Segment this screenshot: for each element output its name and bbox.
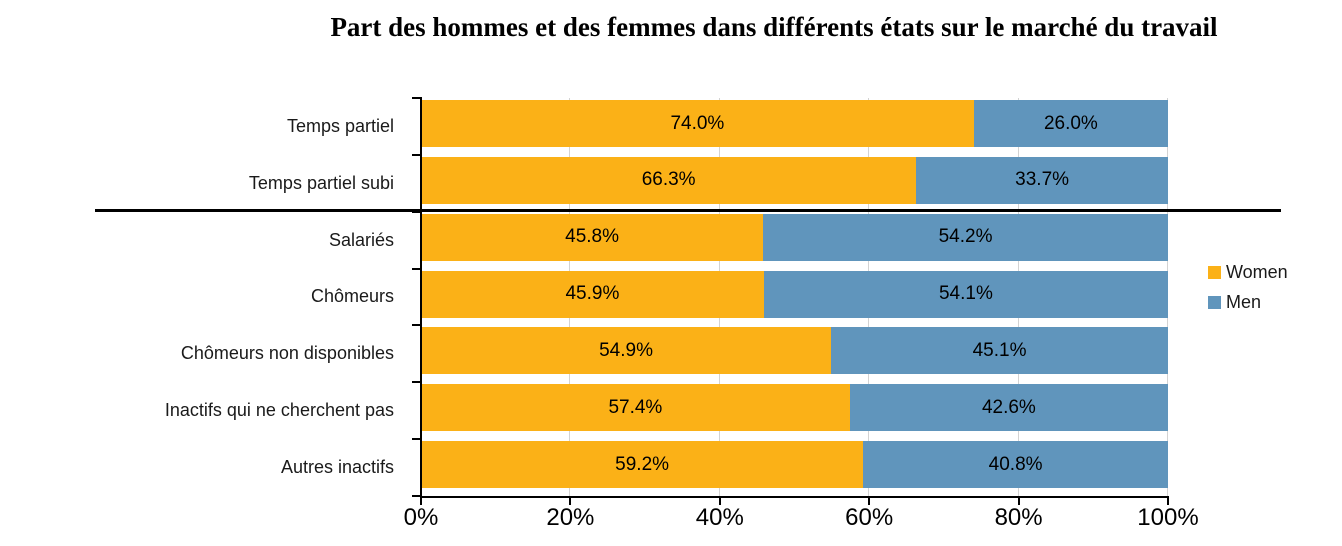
data-label: 66.3% [641, 169, 696, 191]
x-axis-tick [868, 498, 871, 505]
bar-row: 45.8% 54.2% [421, 213, 1168, 261]
bar-segment-women: 66.3% [421, 156, 917, 204]
bar-segment-women: 57.4% [421, 384, 850, 432]
bar-row: 54.9% 45.1% [421, 327, 1168, 375]
x-axis-line [420, 496, 1169, 498]
x-axis-tick-label: 0% [403, 504, 439, 531]
bar-segment-men: 42.6% [849, 384, 1168, 432]
y-axis-tick [412, 324, 421, 326]
bar-segment-women: 74.0% [421, 100, 974, 147]
x-axis-tick [718, 498, 721, 505]
y-axis-tick [412, 268, 421, 270]
category-label: Chômeurs [310, 286, 394, 307]
data-label: 45.9% [565, 283, 620, 305]
chart-title: Part des hommes et des femmes dans diffé… [330, 12, 1218, 42]
legend-item-women: Women [1208, 257, 1288, 287]
x-axis-tick-label: 40% [695, 504, 744, 531]
bar-segment-women: 59.2% [421, 441, 864, 489]
x-axis-tick [569, 498, 572, 505]
bar-segment-men: 26.0% [973, 100, 1168, 147]
y-axis-tick [412, 495, 421, 497]
bar-segment-women: 45.8% [421, 213, 764, 261]
plot-area: 74.0% 26.0% 66.3% 33.7% 45.8% 54.2% 45.9% 54.1%… [421, 98, 1168, 496]
x-axis-tick-label: 20% [546, 504, 595, 531]
category-label: Temps partiel [286, 115, 394, 136]
category-label: Temps partiel subi [248, 172, 394, 193]
y-axis-tick [412, 381, 421, 383]
category-label: Chômeurs non disponibles [180, 343, 394, 364]
data-label: 54.9% [599, 339, 653, 361]
bar-row: 57.4% 42.6% [421, 384, 1168, 432]
separator-line [95, 209, 1281, 212]
y-axis-line [420, 97, 422, 498]
bar-segment-men: 54.1% [763, 270, 1168, 318]
bar-segment-men: 40.8% [863, 441, 1168, 489]
legend-swatch-icon [1208, 295, 1221, 309]
legend-label: Men [1226, 291, 1262, 312]
y-axis-tick [412, 154, 421, 156]
data-label: 59.2% [615, 453, 670, 475]
bar-segment-men: 45.1% [831, 327, 1168, 375]
bar-row: 59.2% 40.8% [421, 441, 1168, 489]
x-axis-tick [1167, 498, 1169, 505]
category-axis-labels: Temps partiel Temps partiel subi Salariés C… [0, 98, 408, 496]
data-label: 54.1% [938, 283, 993, 305]
bar-segment-women: 54.9% [421, 327, 832, 375]
legend: Women Men [1208, 257, 1288, 317]
bar-segment-men: 33.7% [916, 156, 1168, 204]
bar-row: 74.0% 26.0% [421, 100, 1168, 147]
bar-row: 45.9% 54.1% [421, 270, 1168, 318]
x-axis-tick [420, 498, 422, 505]
y-axis-tick [412, 438, 421, 440]
x-axis-tick-label: 100% [1137, 504, 1199, 531]
data-label: 40.8% [988, 453, 1043, 475]
legend-item-men: Men [1208, 287, 1288, 317]
bar-segment-women: 45.9% [421, 270, 764, 318]
data-label: 74.0% [670, 112, 725, 134]
x-axis-tick-label: 60% [845, 504, 894, 531]
data-label: 45.8% [565, 226, 619, 248]
data-label: 26.0% [1043, 112, 1098, 134]
y-axis-tick [412, 97, 421, 99]
y-axis-tick [412, 211, 421, 213]
category-label: Salariés [328, 229, 394, 250]
x-axis-tick-label: 80% [994, 504, 1043, 531]
category-label: Inactifs qui ne cherchent pas [164, 400, 394, 421]
x-axis-tick [1017, 498, 1020, 505]
legend-label: Women [1226, 261, 1288, 282]
data-label: 45.1% [972, 339, 1027, 361]
category-label: Autres inactifs [280, 457, 394, 478]
data-label: 33.7% [1015, 169, 1070, 191]
legend-swatch-icon [1208, 265, 1221, 279]
data-label: 57.4% [608, 396, 663, 418]
data-label: 42.6% [981, 396, 1036, 418]
bar-segment-men: 54.2% [763, 213, 1168, 261]
data-label: 54.2% [938, 226, 993, 248]
bar-row: 66.3% 33.7% [421, 156, 1168, 204]
